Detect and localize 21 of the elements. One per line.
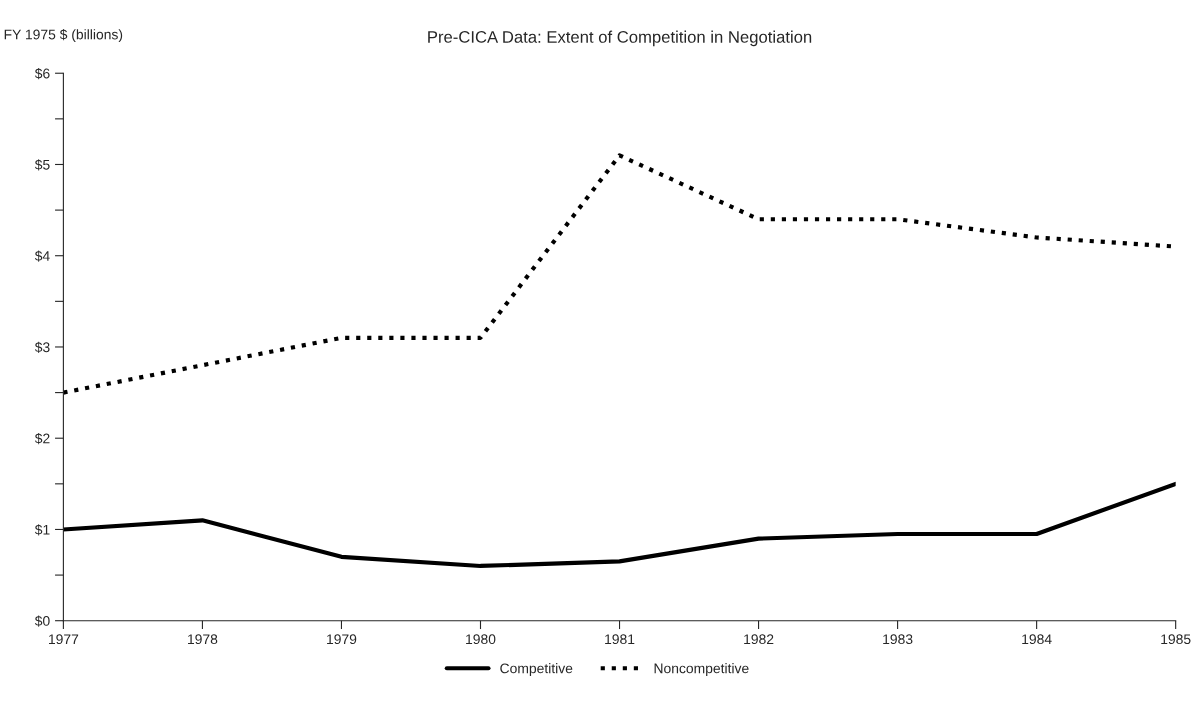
x-tick-label: 1980 [466,634,496,645]
y-tick-label: $6 [34,67,50,80]
x-tick-label: 1983 [883,634,913,645]
x-tick-label: 1977 [49,634,79,645]
line-series [63,481,1176,569]
y-tick-label: $1 [34,524,50,536]
y-tick-label: $3 [34,341,50,353]
x-tick-label: 1984 [1022,634,1052,645]
x-tick-label: 1982 [744,634,774,645]
y-tick-label: $2 [34,432,50,445]
x-tick-label: 1979 [327,634,357,645]
legend-label: Competitive [500,663,573,677]
x-tick-label: 1985 [1161,634,1191,645]
legend-label: Noncompetitive [654,663,749,677]
y-tick-label: $5 [34,159,50,171]
x-tick-label: 1981 [605,634,635,645]
chart-title: Pre-CICA Data: Extent of Competition in Negotiation [428,30,812,47]
y-axis-title: FY 1975 $ (billions) [4,28,123,43]
y-tick-label: $0 [34,615,50,627]
x-tick-label: 1978 [188,634,218,645]
y-tick-label: $4 [34,250,50,262]
